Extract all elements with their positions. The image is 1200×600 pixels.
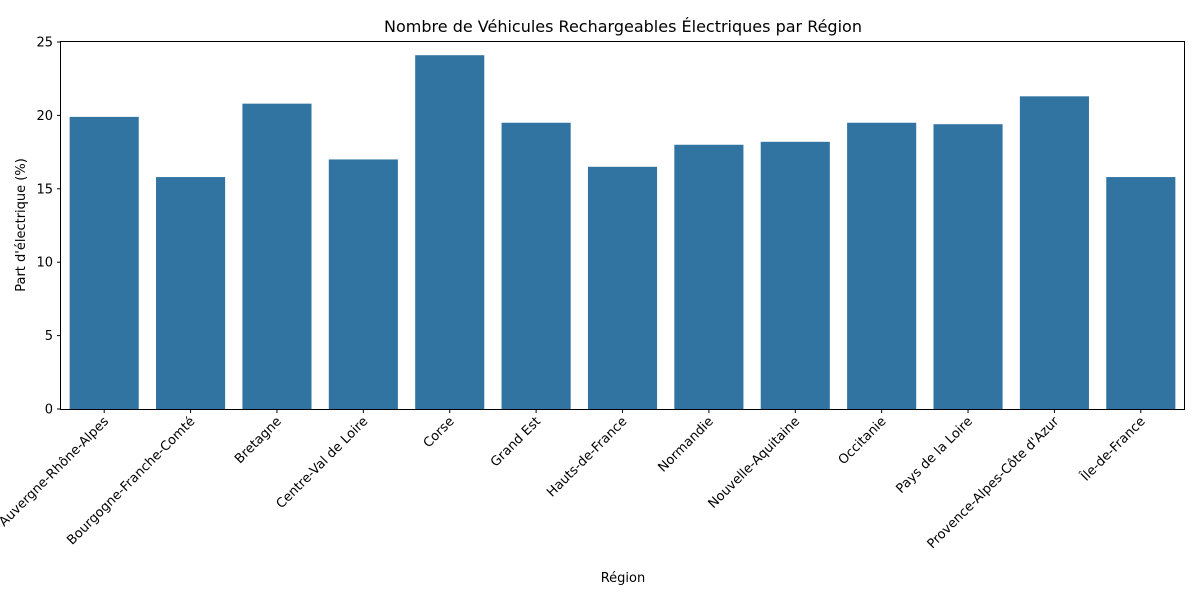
- bar-4: [415, 55, 485, 409]
- y-tick-label-4: 20: [36, 109, 53, 124]
- bar-8: [760, 141, 830, 409]
- x-axis: Auvergne-Rhône-AlpesBourgogne-Franche-Co…: [0, 409, 1149, 552]
- x-tick-label-4: Corse: [421, 414, 458, 451]
- bar-1: [156, 177, 226, 409]
- x-tick-label-9: Occitanie: [836, 414, 890, 468]
- plot-frame: [60, 41, 1185, 410]
- bars-group: [69, 55, 1176, 410]
- bar-0: [69, 116, 139, 410]
- x-tick-label-10: Pays de la Loire: [893, 414, 975, 496]
- bar-7: [674, 144, 744, 409]
- y-tick-label-3: 15: [36, 182, 53, 197]
- chart-title: Nombre de Véhicules Rechargeables Électr…: [384, 17, 862, 36]
- bar-3: [328, 159, 398, 409]
- bar-12: [1106, 177, 1176, 409]
- x-tick-label-3: Centre-Val de Loire: [274, 414, 372, 512]
- x-tick-label-6: Hauts-de-France: [544, 414, 630, 500]
- y-tick-label-1: 5: [45, 329, 53, 344]
- bar-6: [587, 166, 658, 409]
- bar-10: [933, 124, 1003, 409]
- bar-9: [847, 122, 917, 410]
- bar-2: [242, 103, 312, 409]
- bar-5: [501, 122, 571, 410]
- y-tick-label-2: 10: [36, 256, 53, 271]
- y-tick-label-0: 0: [45, 403, 53, 418]
- x-tick-label-2: Bretagne: [232, 414, 285, 467]
- x-tick-label-8: Nouvelle-Aquitaine: [706, 414, 804, 512]
- x-axis-label: Région: [601, 571, 646, 586]
- x-tick-label-12: Île-de-France: [1077, 414, 1149, 486]
- y-tick-label-5: 25: [36, 36, 53, 51]
- bar-11: [1019, 96, 1089, 409]
- y-axis-label: Part d'électrique (%): [14, 158, 29, 292]
- y-axis: 0 5 10 15 20 25: [36, 36, 61, 418]
- x-tick-label-7: Normandie: [656, 414, 717, 475]
- x-tick-label-5: Grand Est: [488, 414, 544, 470]
